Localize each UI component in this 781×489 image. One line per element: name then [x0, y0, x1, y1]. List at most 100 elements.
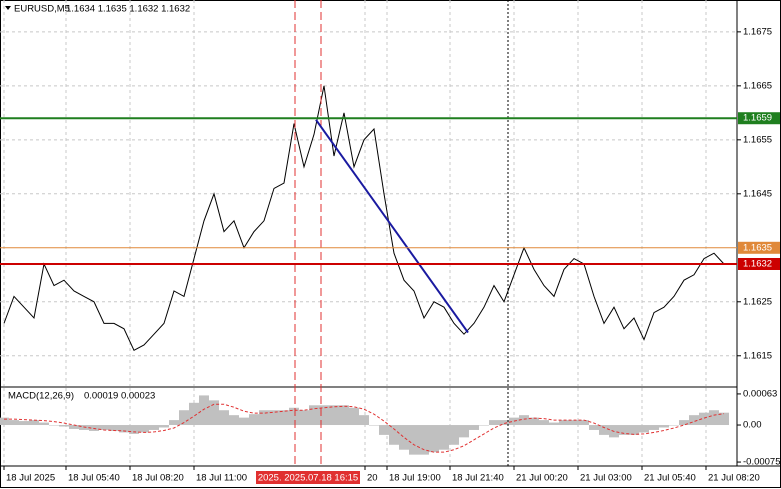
histogram-bar	[439, 425, 449, 450]
trendline	[315, 119, 469, 334]
histogram-bar	[239, 417, 249, 426]
histogram-bar	[119, 425, 129, 433]
x-tick-label: 18 Jul 2025	[6, 473, 55, 484]
histogram-bar	[149, 425, 159, 430]
histogram-bar	[339, 405, 349, 426]
histogram-bar	[619, 425, 629, 435]
histogram-bar	[669, 425, 679, 426]
histogram-bar	[299, 410, 309, 426]
x-tick-label: 18 Jul 19:00	[389, 473, 441, 484]
x-tick-label: 18 Jul 08:20	[132, 473, 184, 484]
histogram-bar	[229, 415, 239, 426]
y-tick-label: 1.1655	[743, 134, 772, 145]
histogram-bar	[469, 425, 479, 430]
histogram-bar	[689, 415, 699, 426]
histogram-bar	[309, 405, 319, 426]
histogram-bar	[559, 420, 569, 426]
y-tick-label: 1.1615	[743, 350, 772, 361]
histogram-bar	[169, 420, 179, 426]
histogram-bar	[399, 425, 409, 450]
chart-title: EURUSD,M5	[14, 4, 70, 15]
x-tick-label: 21 Jul 08:20	[708, 473, 760, 484]
chart-subtitle: 1.1634 1.1635 1.1632 1.1632	[66, 4, 190, 15]
histogram-bar	[539, 420, 549, 426]
histogram-bar	[499, 420, 509, 426]
histogram-bar	[389, 425, 399, 445]
histogram-bar	[269, 410, 279, 426]
histogram-bar	[109, 425, 119, 431]
histogram-bar	[19, 421, 29, 426]
histogram-bar	[349, 407, 359, 426]
cursor-label-box	[256, 471, 360, 484]
histogram-bar	[649, 425, 659, 430]
histogram-bar	[189, 402, 199, 426]
x-tick-label: 18 Jul 05:40	[68, 473, 120, 484]
x-tick-label: 18 Jul 21:40	[452, 473, 504, 484]
histogram-bar	[319, 405, 329, 426]
histogram-bar	[679, 420, 689, 426]
y-tick-label: 0.00063	[743, 388, 777, 399]
histogram-bar	[379, 425, 389, 435]
histogram-bar	[419, 425, 429, 455]
histogram-bar	[329, 405, 339, 426]
level-label: 1.1635	[743, 242, 772, 253]
histogram-bar	[709, 410, 719, 426]
histogram-bar	[59, 425, 69, 427]
price-line	[3, 85, 725, 352]
x-tick-label: 21 Jul 05:40	[644, 473, 696, 484]
histogram-bar	[479, 425, 489, 426]
histogram-bar	[129, 425, 139, 434]
histogram-bar	[369, 425, 379, 426]
histogram-bar	[659, 425, 669, 428]
histogram-bar	[179, 410, 189, 426]
histogram-bar	[9, 420, 19, 426]
indicator-values: 0.00019 0.00023	[84, 391, 155, 402]
histogram-bar	[69, 425, 79, 429]
y-tick-label: 1.1675	[743, 26, 772, 37]
y-tick-label: 0.00	[743, 420, 762, 431]
histogram-bar	[519, 415, 529, 426]
x-tick-label: 21 Jul 03:00	[580, 473, 632, 484]
y-tick-label: -0.00075	[743, 457, 781, 468]
histogram-bar	[29, 420, 39, 426]
histogram-bar	[289, 407, 299, 426]
histogram-bar	[489, 420, 499, 426]
histogram-bar	[159, 425, 169, 428]
level-label: 1.1659	[743, 113, 772, 124]
level-label-box	[738, 112, 780, 125]
histogram-bar	[569, 420, 579, 426]
cursor-label: 2025. 2025.07.18 16:15	[258, 473, 358, 484]
histogram-bar	[249, 414, 259, 426]
histogram-bar	[219, 410, 229, 426]
histogram-bar	[49, 425, 59, 426]
level-label: 1.1632	[743, 259, 772, 270]
histogram-bar	[549, 422, 559, 426]
histogram-bar	[449, 425, 459, 445]
histogram-bar	[209, 400, 219, 426]
menu-triangle	[5, 6, 11, 10]
histogram-bar	[199, 395, 209, 426]
histogram-bar	[579, 420, 589, 426]
level-label-box	[738, 257, 780, 270]
histogram-bar	[589, 425, 599, 430]
histogram-bar	[259, 410, 269, 426]
x-tick-label: 20	[367, 473, 378, 484]
histogram-bar	[529, 417, 539, 426]
histogram-bar	[409, 425, 419, 455]
level-label-box	[738, 241, 780, 254]
histogram-bar	[139, 425, 149, 433]
histogram-bar	[599, 425, 609, 435]
y-tick-label: 1.1645	[743, 188, 772, 199]
x-tick-label: 18 Jul 11:00	[196, 473, 247, 484]
y-tick-label: 1.1625	[743, 296, 772, 307]
histogram-bar	[719, 412, 729, 426]
histogram-bar	[429, 425, 439, 453]
histogram-bar	[39, 422, 49, 426]
histogram-bar	[639, 425, 649, 433]
histogram-bar	[279, 410, 289, 426]
histogram-bar	[459, 425, 469, 438]
histogram-bar	[359, 415, 369, 426]
histogram-bar	[0, 417, 10, 426]
